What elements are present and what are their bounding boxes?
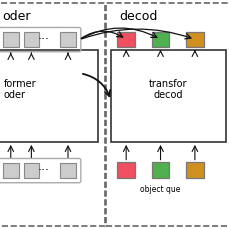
FancyBboxPatch shape (152, 162, 169, 178)
Text: oder: oder (2, 10, 31, 23)
FancyBboxPatch shape (117, 162, 135, 178)
FancyBboxPatch shape (3, 163, 19, 178)
FancyBboxPatch shape (0, 3, 105, 226)
FancyBboxPatch shape (186, 162, 204, 178)
FancyBboxPatch shape (60, 163, 76, 178)
FancyBboxPatch shape (106, 3, 229, 226)
FancyBboxPatch shape (117, 32, 135, 47)
FancyBboxPatch shape (111, 50, 226, 142)
Text: decod: decod (119, 10, 158, 23)
Text: transfor
decod: transfor decod (149, 79, 188, 100)
FancyBboxPatch shape (0, 50, 98, 142)
Text: ···: ··· (38, 164, 49, 177)
FancyBboxPatch shape (60, 32, 76, 47)
FancyBboxPatch shape (152, 32, 169, 47)
FancyBboxPatch shape (3, 32, 19, 47)
Text: ···: ··· (38, 33, 49, 46)
Text: former
oder: former oder (3, 79, 36, 100)
FancyBboxPatch shape (24, 32, 39, 47)
FancyBboxPatch shape (186, 32, 204, 47)
Text: object que: object que (140, 185, 180, 194)
FancyBboxPatch shape (24, 163, 39, 178)
